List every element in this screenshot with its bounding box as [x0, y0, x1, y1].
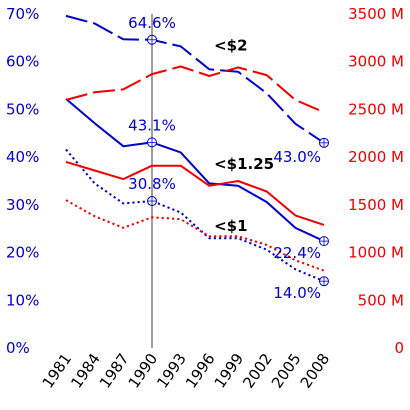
left-tick-label: 40%: [6, 148, 39, 166]
x-tick-label: 1981: [39, 350, 76, 392]
series-labels: <$2 <$1.25 <$1: [214, 36, 274, 235]
data-label-0: 64.6%: [128, 14, 176, 32]
x-tick-label: 1993: [153, 350, 190, 392]
marker-3: [319, 137, 329, 148]
series-line-right-4: [65, 160, 325, 226]
left-tick-label: 50%: [6, 100, 39, 118]
marker-1: [147, 137, 157, 148]
left-axis-ticks: 0% 10% 20% 30% 40% 50% 60% 70%: [6, 5, 39, 357]
data-label-2: 30.8%: [128, 175, 176, 193]
x-tick-label: 1996: [182, 350, 219, 392]
left-tick-label: 70%: [6, 5, 39, 23]
marker-4: [319, 236, 329, 247]
series-line-left-0: [65, 14, 325, 144]
data-label-3: 43.0%: [273, 148, 321, 166]
right-tick-label: 3500 M: [348, 5, 404, 23]
right-tick-label: 2500 M: [348, 100, 404, 118]
left-tick-label: 0%: [6, 339, 30, 357]
right-tick-label: 2000 M: [348, 148, 404, 166]
marker-2: [147, 196, 157, 207]
data-labels: 64.6% 43.1% 30.8% 43.0% 22.4% 14.0%: [128, 14, 321, 302]
left-tick-label: 20%: [6, 244, 39, 262]
x-tick-label: 1984: [67, 350, 104, 392]
right-axis-ticks: 0 500 M 1000 M 1500 M 2000 M 2500 M 3000 M 3500…: [348, 5, 404, 357]
left-tick-label: 10%: [6, 291, 39, 309]
data-label-4: 22.4%: [273, 244, 321, 262]
chart-markers: [147, 34, 329, 287]
series-line-left-1: [65, 98, 325, 243]
right-tick-label: 500 M: [358, 291, 404, 309]
series-line-right-3: [65, 65, 325, 114]
marker-5: [319, 276, 329, 287]
x-tick-label: 2005: [268, 350, 305, 392]
x-tick-label: 1987: [96, 350, 133, 392]
x-tick-label: 2002: [239, 350, 276, 392]
right-tick-label: 1000 M: [348, 244, 404, 262]
series-label-2: <$1: [214, 217, 247, 235]
left-tick-label: 30%: [6, 196, 39, 214]
left-tick-label: 60%: [6, 53, 39, 71]
data-label-5: 14.0%: [273, 284, 321, 302]
right-tick-label: 0: [394, 339, 404, 357]
data-label-1: 43.1%: [128, 116, 176, 134]
marker-0: [147, 34, 157, 45]
chart-series: [65, 14, 325, 283]
series-line-right-5: [65, 199, 325, 272]
series-label-1: <$1.25: [214, 155, 274, 173]
right-tick-label: 3000 M: [348, 53, 404, 71]
x-tick-label: 1990: [125, 350, 162, 392]
x-tick-label: 1999: [211, 350, 248, 392]
right-tick-label: 1500 M: [348, 196, 404, 214]
series-label-0: <$2: [214, 36, 247, 54]
x-tick-label: 2008: [297, 350, 334, 392]
